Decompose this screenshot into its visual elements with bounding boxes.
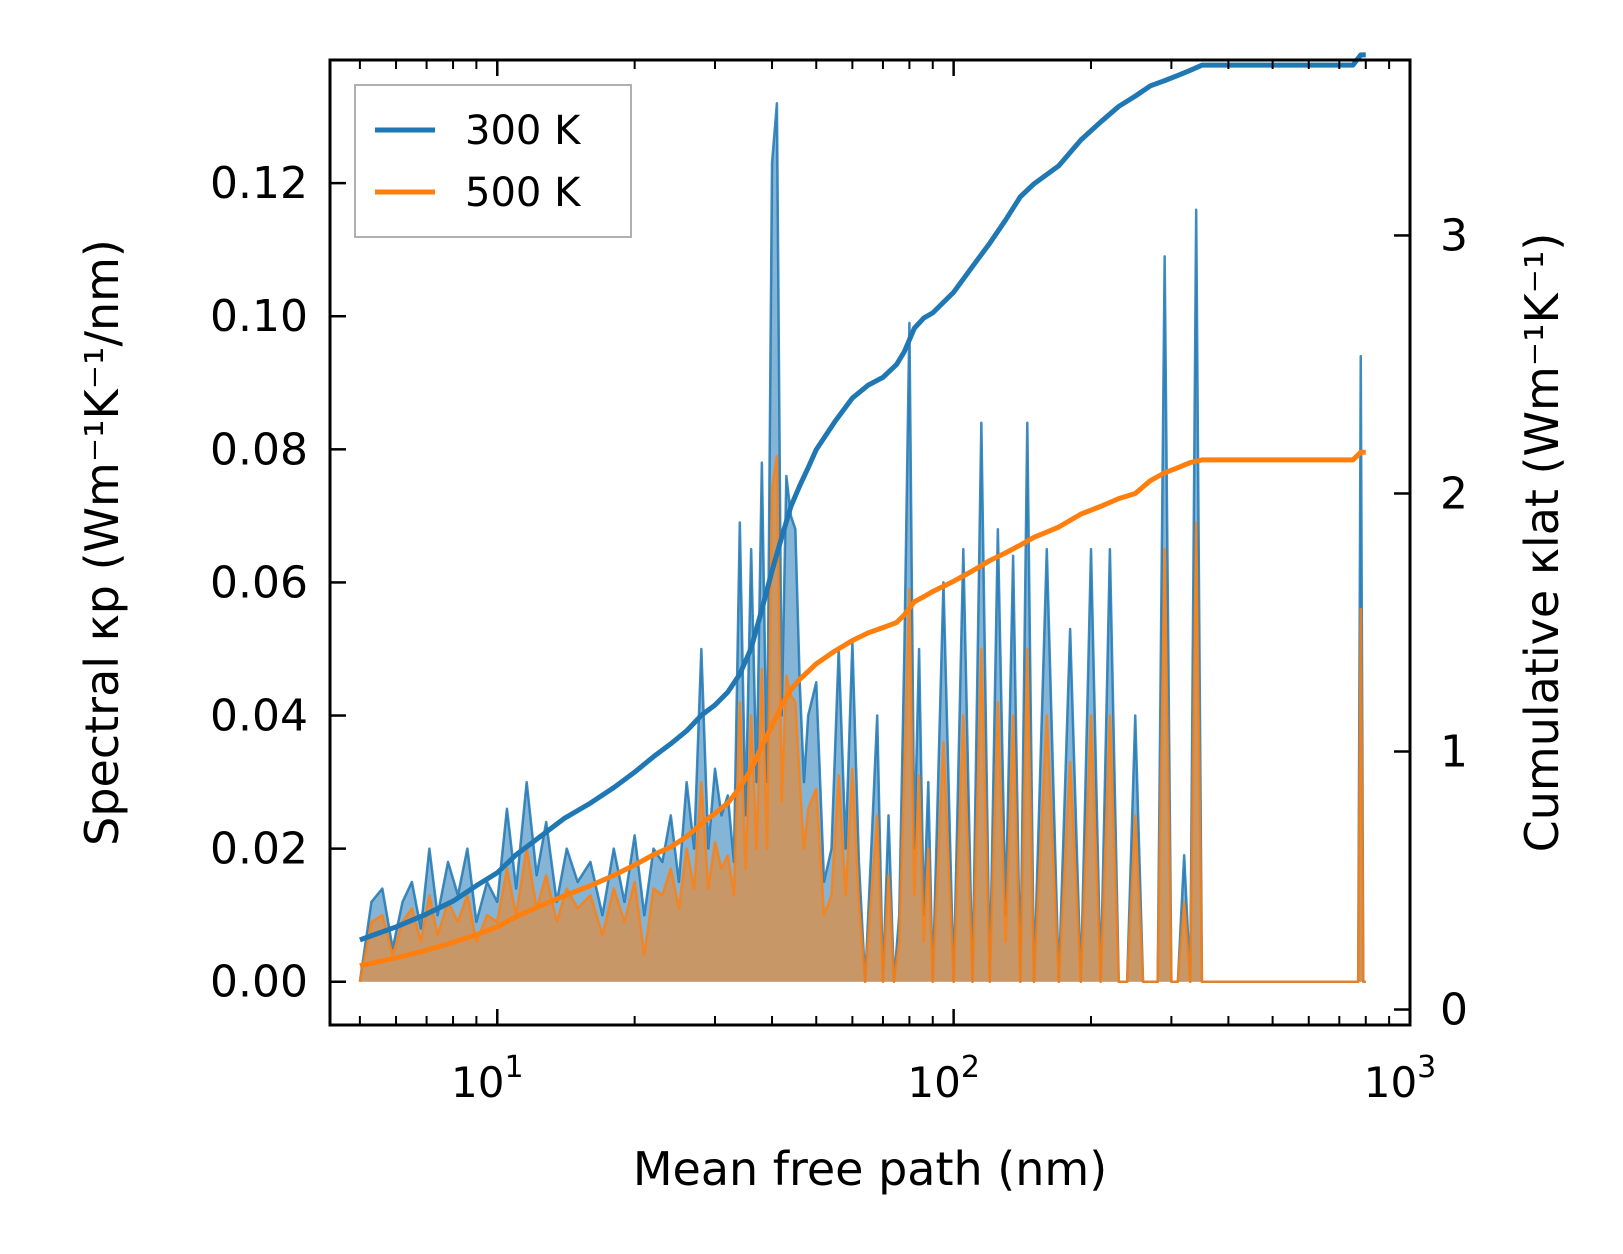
y-left-tick-label: 0.08 (210, 424, 308, 475)
x-axis-label: Mean free path (nm) (633, 1142, 1107, 1196)
y-right-tick-label: 0 (1440, 985, 1468, 1036)
x-tick-label: 103 (1364, 1050, 1437, 1107)
x-tick-exp: 1 (504, 1050, 523, 1085)
axes: 101 102 1030.000.020.040.060.080.100.12012… (210, 60, 1468, 1107)
x-tick-exp: 3 (1417, 1050, 1436, 1085)
legend-label-0: 300 K (465, 108, 582, 154)
x-tick-label: 101 (451, 1050, 524, 1107)
x-tick-base: 10 (907, 1058, 960, 1107)
legend-box (354, 84, 632, 238)
x-tick-label: 102 (907, 1050, 980, 1107)
y-left-tick-label: 0.12 (210, 158, 308, 209)
y-left-tick-label: 0.02 (210, 824, 308, 875)
cumulative-line-0 (359, 52, 1366, 943)
y-right-tick-label: 1 (1440, 726, 1468, 777)
y-left-tick-label: 0.10 (210, 291, 308, 342)
x-tick-exp: 2 (961, 1050, 980, 1085)
x-tick-base: 10 (1364, 1058, 1417, 1107)
series-lines (359, 52, 1366, 969)
x-tick-base: 10 (451, 1058, 504, 1107)
y-left-tick-label: 0.00 (210, 957, 308, 1008)
legend-label-1: 500 K (465, 170, 582, 216)
spectral-area-1 (359, 455, 1366, 982)
y-right-axis-label: Cumulative κlat (Wm⁻¹K⁻¹) (1515, 233, 1569, 853)
cumulative-line-1 (359, 449, 1366, 969)
spectral-line-0 (358, 102, 1366, 983)
y-left-axis-label: Spectral κp (Wm⁻¹K⁻¹/nm) (75, 239, 129, 846)
plot-frame (328, 58, 1412, 1027)
y-right-tick-label: 3 (1440, 210, 1468, 261)
y-left-tick-label: 0.06 (210, 557, 308, 608)
legend: 300 K 500 K (354, 84, 632, 238)
y-right-tick-label: 2 (1440, 468, 1468, 519)
y-left-tick-label: 0.04 (210, 691, 308, 742)
axis-labels: Mean free path (nm) Spectral κp (Wm⁻¹K⁻¹/… (75, 233, 1569, 1196)
